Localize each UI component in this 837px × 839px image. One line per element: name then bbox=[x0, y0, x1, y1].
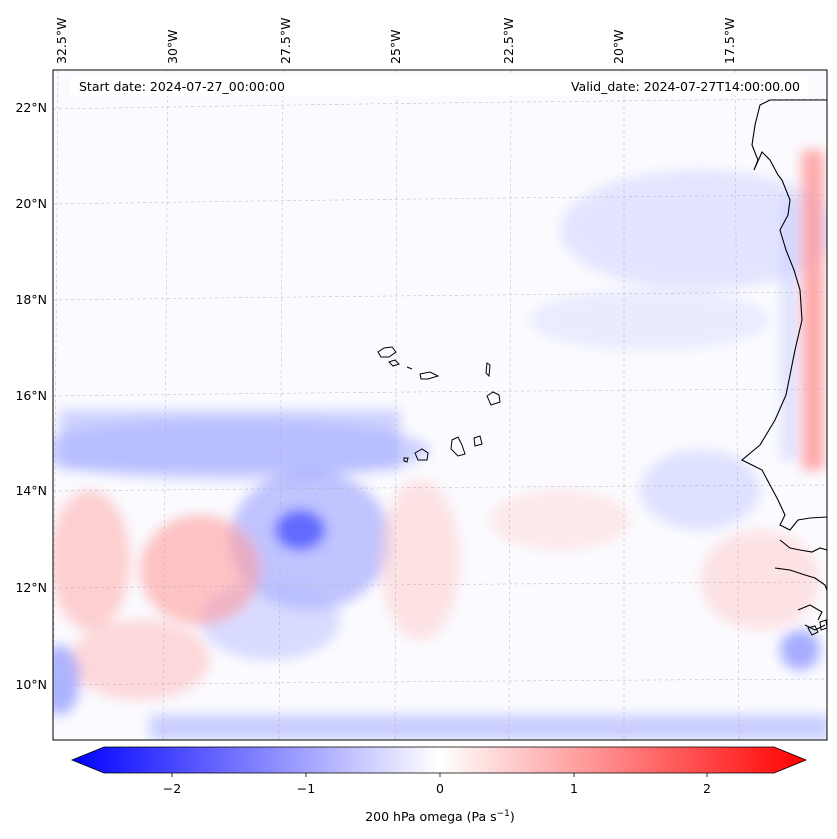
colorbar-tick-label: 2 bbox=[703, 781, 711, 796]
colorbar-label: 200 hPa omega (Pa s−1) bbox=[365, 809, 515, 824]
colorbar-bar bbox=[70, 746, 808, 774]
lat-label: 22°N bbox=[15, 100, 47, 115]
bijagos-islands bbox=[807, 619, 827, 636]
lon-label: 27.5°W bbox=[278, 18, 293, 64]
lat-label: 16°N bbox=[15, 388, 47, 403]
date-header-band bbox=[70, 76, 808, 96]
start-date-label: Start date: 2024-07-27_00:00:00 bbox=[79, 79, 285, 94]
lon-label: 25°W bbox=[388, 29, 403, 64]
lat-label: 14°N bbox=[15, 483, 47, 498]
colorbar-tick-label: 1 bbox=[570, 781, 578, 796]
valid-date-label: Valid_date: 2024-07-27T14:00:00.00 bbox=[571, 79, 800, 94]
colorbar-ticks bbox=[171, 773, 708, 777]
lat-label: 20°N bbox=[15, 196, 47, 211]
lon-label: 32.5°W bbox=[54, 18, 69, 64]
omega-field bbox=[53, 150, 827, 740]
map-panel: Start date: 2024-07-27_00:00:00 Valid_da… bbox=[53, 70, 827, 740]
lat-label: 18°N bbox=[15, 292, 47, 307]
map-frame bbox=[52, 69, 828, 741]
lat-label: 12°N bbox=[15, 580, 47, 595]
cape-verde-islands bbox=[377, 346, 501, 463]
lon-label: 20°W bbox=[611, 29, 626, 64]
lon-label: 22.5°W bbox=[501, 18, 516, 64]
lon-label: 30°W bbox=[165, 29, 180, 64]
colorbar-tick-label: 0 bbox=[436, 781, 444, 796]
colorbar-tick-label: −2 bbox=[163, 781, 181, 796]
graticule bbox=[53, 70, 827, 740]
latitude-labels: 22°N 20°N 18°N 16°N 14°N 12°N 10°N bbox=[15, 100, 47, 692]
africa-coastline-south bbox=[774, 539, 827, 631]
longitude-labels: 32.5°W 30°W 27.5°W 25°W 22.5°W 20°W 17.5… bbox=[54, 18, 737, 64]
colorbar: −2 −1 0 1 2 200 hPa omega (Pa s−1) bbox=[70, 746, 808, 824]
colorbar-tick-label: −1 bbox=[297, 781, 315, 796]
lat-label: 10°N bbox=[15, 677, 47, 692]
lon-label: 17.5°W bbox=[722, 18, 737, 64]
africa-coastline bbox=[741, 99, 827, 531]
